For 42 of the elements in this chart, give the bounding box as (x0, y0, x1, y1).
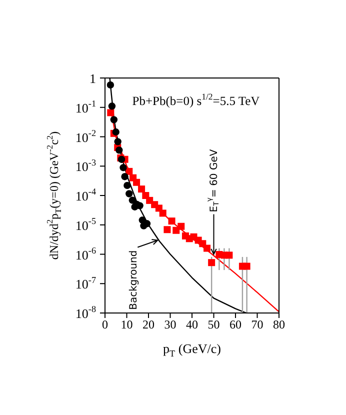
x-tick-label: 70 (251, 318, 264, 332)
point (128, 196, 136, 204)
point (226, 252, 233, 259)
point (124, 182, 131, 190)
x-tick-label: 40 (186, 318, 198, 332)
y-tick-label: 10$^{-8}$ (75, 304, 96, 321)
point (121, 173, 128, 180)
point (120, 164, 127, 172)
point (133, 178, 140, 186)
annotation: Pb+Pb(b=0) s$^{1/2}$=5.5 TeV (132, 91, 260, 108)
x-tick-label: 60 (230, 318, 242, 332)
point (116, 146, 123, 154)
y-tick-label: 10$^{-7}$ (75, 274, 96, 292)
point (114, 138, 122, 146)
point (243, 262, 250, 270)
y-tick-label: 10$^{-1}$ (75, 98, 96, 116)
point (178, 222, 185, 230)
x-tick-label: 10 (120, 318, 133, 332)
point (107, 109, 114, 116)
point (110, 116, 118, 124)
x-tick-label: 30 (164, 318, 176, 332)
x-tick-label: 0 (102, 318, 108, 332)
point (164, 226, 171, 234)
point (208, 259, 216, 266)
point (204, 244, 211, 252)
point (126, 190, 133, 198)
x-tick-label: 50 (208, 318, 220, 332)
point (159, 210, 166, 217)
x-tick-label: 20 (142, 318, 154, 332)
y-tick-label: 10$^{-4}$ (75, 186, 96, 204)
point (168, 218, 176, 225)
y-tick-label: 10$^{-3}$ (75, 157, 96, 174)
point (108, 102, 116, 110)
annotation: Background (128, 250, 140, 310)
point (106, 81, 114, 89)
x-axis-title: p$_{T}$ (GeV/c) (163, 341, 221, 358)
y-tick-label: 10$^{-5}$ (75, 216, 96, 233)
x-tick-label: 80 (273, 318, 285, 332)
y-tick-label: 10$^{-6}$ (75, 245, 96, 262)
y-tick-label: 1 (90, 71, 96, 86)
point (138, 186, 146, 193)
y-tick-label: 10$^{-2}$ (75, 128, 96, 145)
